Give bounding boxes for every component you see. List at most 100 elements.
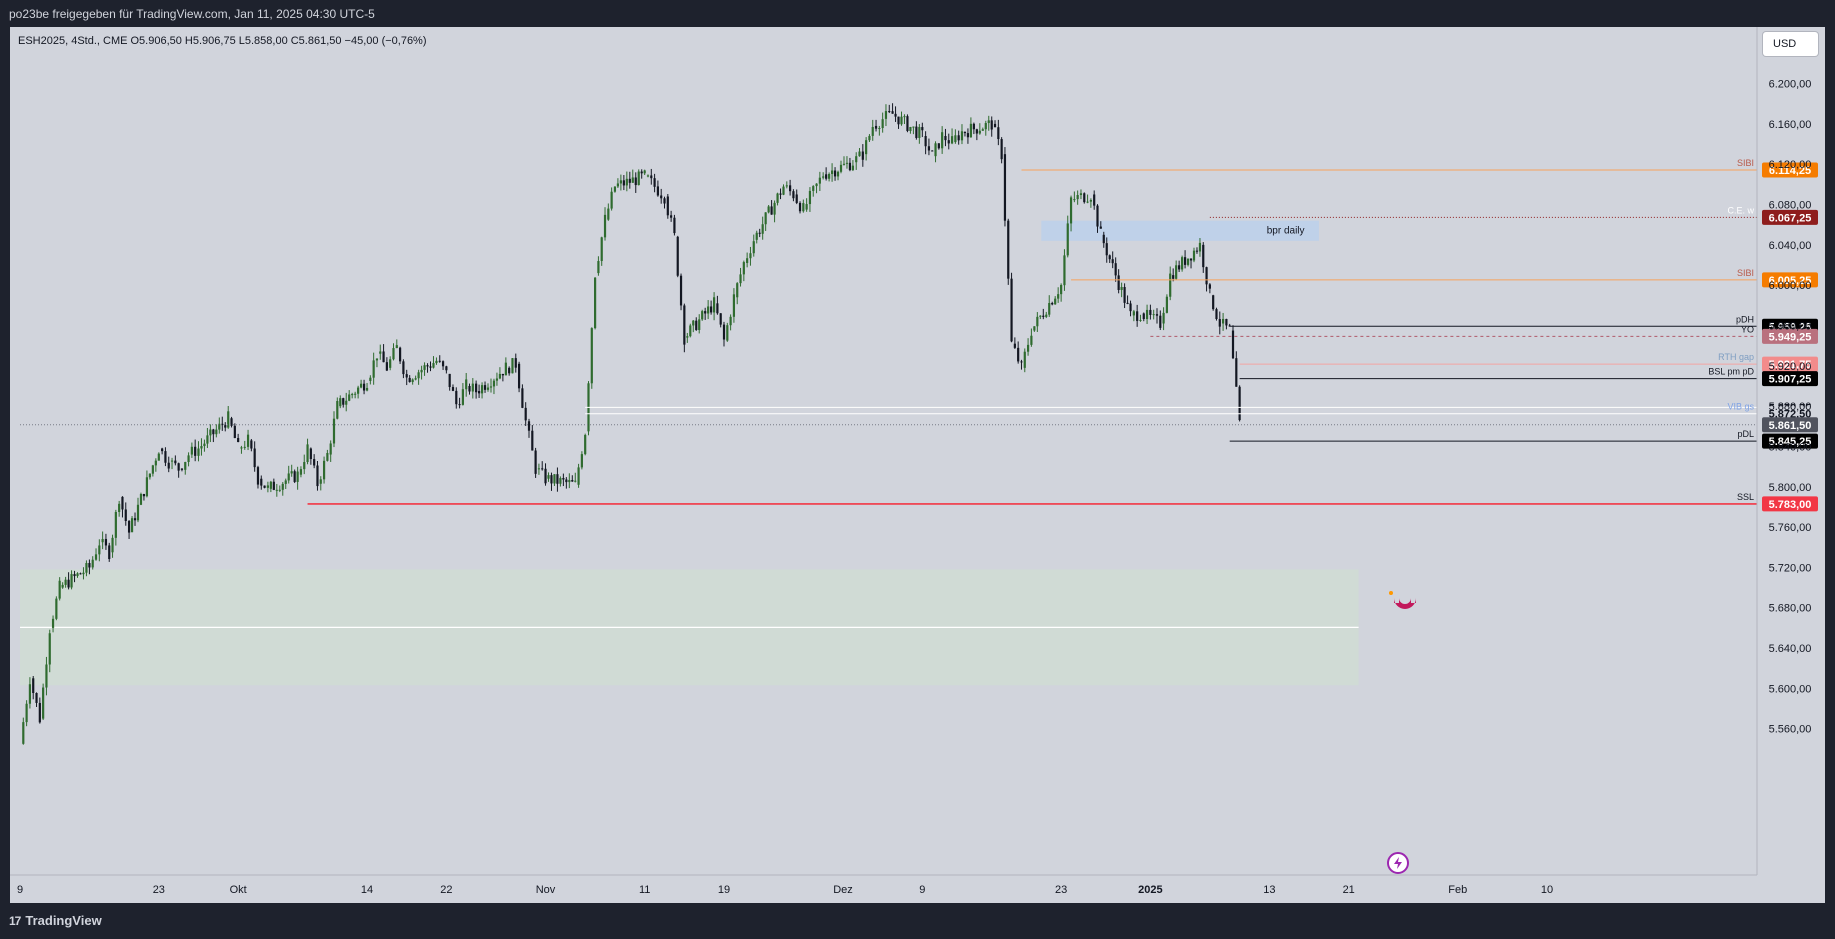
candle-body[interactable]: [275, 489, 278, 491]
candle-body[interactable]: [900, 116, 903, 125]
candle-body[interactable]: [1102, 234, 1105, 244]
candle-body[interactable]: [891, 111, 894, 114]
candle-body[interactable]: [215, 429, 218, 435]
candle-body[interactable]: [1020, 361, 1023, 363]
candle-body[interactable]: [145, 477, 149, 497]
candle-body[interactable]: [405, 374, 408, 378]
candle-body[interactable]: [495, 378, 499, 381]
candle-body[interactable]: [206, 435, 209, 444]
candle-body[interactable]: [461, 389, 464, 405]
candle-body[interactable]: [94, 554, 98, 560]
candle-body[interactable]: [921, 127, 924, 131]
candle-body[interactable]: [1089, 199, 1092, 202]
candle-body[interactable]: [541, 468, 544, 470]
candle-body[interactable]: [676, 236, 679, 276]
candle-body[interactable]: [1114, 263, 1117, 276]
candle-body[interactable]: [1117, 275, 1120, 291]
candle-body[interactable]: [1054, 298, 1057, 305]
candle-body[interactable]: [1076, 194, 1079, 200]
candle-body[interactable]: [329, 443, 332, 455]
candle-body[interactable]: [296, 471, 299, 482]
candle-body[interactable]: [486, 387, 490, 390]
candle-body[interactable]: [299, 469, 303, 475]
candle-body[interactable]: [281, 483, 284, 490]
candle-body[interactable]: [240, 447, 243, 449]
candle-body[interactable]: [1079, 193, 1083, 195]
candle-body[interactable]: [742, 262, 745, 275]
candle-body[interactable]: [822, 176, 825, 178]
candle-body[interactable]: [670, 215, 673, 218]
candle-body[interactable]: [993, 123, 997, 128]
candle-body[interactable]: [227, 411, 230, 428]
candle-body[interactable]: [1183, 257, 1187, 265]
candle-body[interactable]: [1129, 303, 1132, 312]
candle-body[interactable]: [313, 459, 316, 466]
candle-body[interactable]: [686, 336, 689, 338]
candle-body[interactable]: [362, 383, 366, 391]
candle-body[interactable]: [480, 385, 484, 394]
candle-body[interactable]: [531, 430, 534, 451]
candle-body[interactable]: [858, 151, 861, 157]
candle-body[interactable]: [918, 127, 921, 138]
candle-body[interactable]: [260, 478, 263, 486]
candle-body[interactable]: [354, 393, 357, 395]
candle-body[interactable]: [441, 361, 445, 367]
candle-body[interactable]: [272, 481, 275, 490]
candle-body[interactable]: [517, 363, 521, 389]
candle-body[interactable]: [1093, 194, 1096, 206]
candle-body[interactable]: [130, 518, 134, 533]
candle-body[interactable]: [1186, 258, 1190, 265]
candle-body[interactable]: [625, 178, 628, 186]
candle-body[interactable]: [842, 163, 846, 165]
candle-body[interactable]: [851, 165, 855, 171]
candle-body[interactable]: [200, 446, 203, 449]
magnet-icon[interactable]: [1389, 591, 1416, 609]
candle-body[interactable]: [997, 127, 1000, 140]
candle-body[interactable]: [184, 462, 187, 470]
candle-body[interactable]: [574, 480, 577, 482]
candle-body[interactable]: [114, 511, 117, 538]
candle-body[interactable]: [101, 538, 104, 543]
candle-body[interactable]: [1202, 244, 1205, 268]
candle-body[interactable]: [944, 136, 947, 141]
candle-body[interactable]: [1108, 255, 1111, 260]
candle-body[interactable]: [550, 475, 553, 484]
candle-body[interactable]: [88, 563, 91, 568]
candle-body[interactable]: [521, 388, 524, 408]
candle-body[interactable]: [963, 131, 967, 134]
candle-body[interactable]: [544, 468, 547, 484]
candle-body[interactable]: [990, 120, 993, 130]
candle-body[interactable]: [619, 180, 622, 184]
candle-body[interactable]: [1026, 344, 1030, 352]
candle-body[interactable]: [1083, 193, 1086, 203]
candle-body[interactable]: [164, 451, 167, 463]
candle-body[interactable]: [477, 391, 481, 394]
candle-body[interactable]: [511, 358, 514, 374]
candle-body[interactable]: [1003, 154, 1007, 221]
candle-body[interactable]: [151, 465, 154, 474]
candle-body[interactable]: [637, 171, 640, 186]
candle-body[interactable]: [1162, 312, 1165, 324]
candle-body[interactable]: [1178, 265, 1181, 270]
candle-body[interactable]: [1099, 226, 1102, 229]
candle-body[interactable]: [468, 385, 471, 392]
candle-body[interactable]: [660, 195, 663, 199]
candle-body[interactable]: [1175, 265, 1178, 279]
candle-body[interactable]: [610, 191, 613, 209]
candle-body[interactable]: [1000, 139, 1003, 160]
candle-body[interactable]: [537, 468, 541, 470]
candle-body[interactable]: [770, 206, 773, 215]
candle-body[interactable]: [692, 320, 695, 326]
candle-body[interactable]: [802, 203, 805, 212]
candle-body[interactable]: [1136, 311, 1139, 321]
candle-body[interactable]: [365, 387, 369, 391]
candle-body[interactable]: [1181, 257, 1184, 270]
candle-body[interactable]: [934, 143, 937, 157]
candle-body[interactable]: [1013, 343, 1016, 348]
candle-body[interactable]: [1208, 284, 1211, 289]
candle-body[interactable]: [1212, 295, 1215, 310]
candle-body[interactable]: [1142, 313, 1145, 320]
candle-body[interactable]: [177, 463, 180, 471]
candle-body[interactable]: [779, 193, 782, 195]
